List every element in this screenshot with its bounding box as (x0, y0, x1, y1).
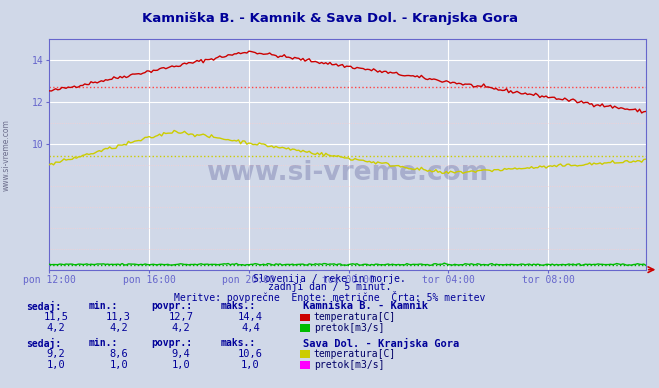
Text: 14,4: 14,4 (238, 312, 263, 322)
Text: 9,2: 9,2 (47, 349, 65, 359)
Text: 1,0: 1,0 (241, 360, 260, 370)
Text: 1,0: 1,0 (47, 360, 65, 370)
Text: 10,6: 10,6 (238, 349, 263, 359)
Text: 12,7: 12,7 (169, 312, 194, 322)
Text: Meritve: povprečne  Enote: metrične  Črta: 5% meritev: Meritve: povprečne Enote: metrične Črta:… (174, 291, 485, 303)
Text: sedaj:: sedaj: (26, 301, 61, 312)
Text: Slovenija / reke in morje.: Slovenija / reke in morje. (253, 274, 406, 284)
Text: povpr.:: povpr.: (152, 301, 192, 311)
Text: maks.:: maks.: (221, 338, 256, 348)
Text: 4,2: 4,2 (109, 323, 128, 333)
Text: temperatura[C]: temperatura[C] (314, 312, 396, 322)
Text: 11,3: 11,3 (106, 312, 131, 322)
Text: pretok[m3/s]: pretok[m3/s] (314, 323, 384, 333)
Text: Sava Dol. - Kranjska Gora: Sava Dol. - Kranjska Gora (303, 338, 459, 348)
Text: 4,2: 4,2 (47, 323, 65, 333)
Text: 4,4: 4,4 (241, 323, 260, 333)
Text: www.si-vreme.com: www.si-vreme.com (2, 119, 11, 191)
Text: 9,4: 9,4 (172, 349, 190, 359)
Text: povpr.:: povpr.: (152, 338, 192, 348)
Text: 1,0: 1,0 (109, 360, 128, 370)
Text: temperatura[C]: temperatura[C] (314, 349, 396, 359)
Text: Kamniška B. - Kamnik: Kamniška B. - Kamnik (303, 301, 428, 311)
Text: sedaj:: sedaj: (26, 338, 61, 348)
Text: 1,0: 1,0 (172, 360, 190, 370)
Text: 4,2: 4,2 (172, 323, 190, 333)
Text: 8,6: 8,6 (109, 349, 128, 359)
Text: Kamniška B. - Kamnik & Sava Dol. - Kranjska Gora: Kamniška B. - Kamnik & Sava Dol. - Kranj… (142, 12, 517, 26)
Text: min.:: min.: (89, 301, 119, 311)
Text: pretok[m3/s]: pretok[m3/s] (314, 360, 384, 370)
Text: min.:: min.: (89, 338, 119, 348)
Text: maks.:: maks.: (221, 301, 256, 311)
Text: www.si-vreme.com: www.si-vreme.com (206, 160, 489, 186)
Text: zadnji dan / 5 minut.: zadnji dan / 5 minut. (268, 282, 391, 293)
Text: 11,5: 11,5 (43, 312, 69, 322)
